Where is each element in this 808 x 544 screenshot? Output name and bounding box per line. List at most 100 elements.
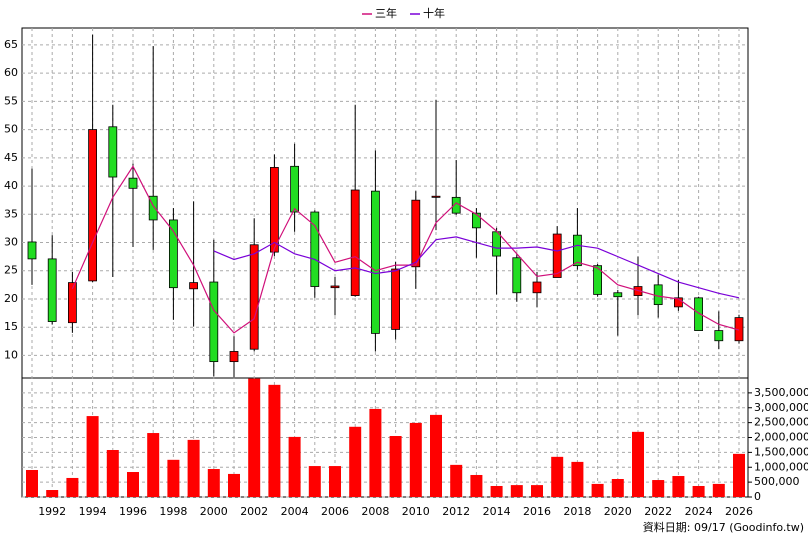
volume-bar xyxy=(86,416,99,497)
candle-body xyxy=(249,244,259,350)
candle-body xyxy=(330,285,340,289)
y-tick-label: 50 xyxy=(4,123,18,136)
candle-body xyxy=(310,211,320,287)
volume-bar xyxy=(308,466,321,497)
y2-tick-label: 3,500,000 xyxy=(754,386,808,399)
volume-bar xyxy=(531,485,543,497)
x-tick-label: 1998 xyxy=(159,505,187,518)
candle-body xyxy=(27,241,37,260)
volume-bar xyxy=(591,483,604,497)
y-tick-label: 65 xyxy=(4,38,18,51)
legend-label: 十年 xyxy=(423,6,445,20)
ma-line xyxy=(213,236,740,299)
x-tick-label: 2008 xyxy=(361,505,389,518)
volume-bar xyxy=(430,414,442,497)
volume-bar xyxy=(349,426,362,497)
x-tick-label: 1996 xyxy=(119,505,147,518)
y-tick-label: 35 xyxy=(4,207,18,220)
y2-tick-label: 0 xyxy=(754,490,761,503)
y-tick-label: 55 xyxy=(4,94,18,107)
volume-bar xyxy=(692,485,705,497)
candle-body xyxy=(492,231,502,257)
volume-bar xyxy=(733,453,745,497)
y2-tick-label: 1,000,000 xyxy=(754,460,808,473)
y-tick-label: 60 xyxy=(4,66,18,79)
candle-body xyxy=(148,195,158,221)
y-tick-label: 30 xyxy=(4,236,18,249)
candle-body xyxy=(532,281,542,294)
candle-body xyxy=(88,129,97,282)
candle-body xyxy=(593,265,602,295)
ma-line xyxy=(71,165,740,334)
legend-label: 三年 xyxy=(375,6,397,20)
volume-bar xyxy=(288,436,301,497)
candle-body xyxy=(573,234,582,267)
volume-bar xyxy=(167,459,180,497)
x-tick-label: 2004 xyxy=(281,505,309,518)
candle-body xyxy=(552,233,562,278)
y-tick-label: 25 xyxy=(4,264,18,277)
volume-bar xyxy=(329,466,341,497)
x-tick-label: 2024 xyxy=(685,505,713,518)
volume-bar xyxy=(409,422,422,497)
candle-body xyxy=(350,189,360,296)
volume-bar xyxy=(450,464,463,497)
y2-tick-label: 2,500,000 xyxy=(754,416,808,429)
volume-bar xyxy=(106,449,119,497)
candle-body xyxy=(229,351,239,363)
volume-bar xyxy=(490,485,503,497)
volume-bar xyxy=(207,469,220,497)
candle-body xyxy=(209,281,219,363)
candle-body xyxy=(512,257,522,294)
candle-body xyxy=(68,282,77,324)
volume-bar xyxy=(632,431,644,497)
candle-body xyxy=(694,297,703,331)
y-tick-label: 45 xyxy=(4,151,18,164)
candle-body xyxy=(168,219,178,289)
candle-body xyxy=(108,126,118,178)
candle-body xyxy=(189,282,199,290)
candle-body xyxy=(370,190,380,334)
x-tick-label: 2000 xyxy=(200,505,228,518)
candle-body xyxy=(471,212,481,229)
footnote: 資料日期: 09/17 (Goodinfo.tw) xyxy=(643,520,804,534)
volume-bar xyxy=(510,485,523,497)
x-tick-label: 2002 xyxy=(240,505,268,518)
volume-bar xyxy=(551,456,564,497)
x-tick-label: 2026 xyxy=(725,505,753,518)
volume-bar xyxy=(712,483,725,497)
candle-body xyxy=(613,292,623,298)
x-tick-label: 2014 xyxy=(483,505,511,518)
x-tick-label: 2010 xyxy=(402,505,430,518)
x-tick-label: 2020 xyxy=(604,505,632,518)
candle-body xyxy=(714,330,724,342)
x-tick-label: 2016 xyxy=(523,505,551,518)
volume-bar xyxy=(66,477,79,497)
volume-bar xyxy=(147,433,160,497)
y-tick-label: 15 xyxy=(4,320,18,333)
candle-body xyxy=(431,195,441,198)
volume-bar xyxy=(652,480,665,497)
candle-body xyxy=(269,167,279,253)
candle-body xyxy=(653,284,663,306)
volume-bar xyxy=(187,439,200,497)
y-tick-label: 40 xyxy=(4,179,18,192)
x-tick-label: 1994 xyxy=(79,505,107,518)
y-tick-label: 10 xyxy=(4,348,18,361)
y2-tick-label: 3,000,000 xyxy=(754,401,808,414)
x-tick-label: 2012 xyxy=(442,505,470,518)
candle-body xyxy=(391,268,401,330)
volume-bar xyxy=(571,461,584,497)
volume-bar xyxy=(389,436,402,497)
x-tick-label: 2022 xyxy=(644,505,672,518)
candle-body xyxy=(290,165,300,213)
x-tick-label: 2006 xyxy=(321,505,349,518)
y2-tick-label: 2,000,000 xyxy=(754,431,808,444)
volume-bar xyxy=(26,469,38,497)
volume-bar xyxy=(228,473,240,497)
candle-body xyxy=(128,177,138,189)
x-tick-label: 1992 xyxy=(38,505,66,518)
y-tick-label: 20 xyxy=(4,292,18,305)
x-tick-label: 2018 xyxy=(563,505,591,518)
